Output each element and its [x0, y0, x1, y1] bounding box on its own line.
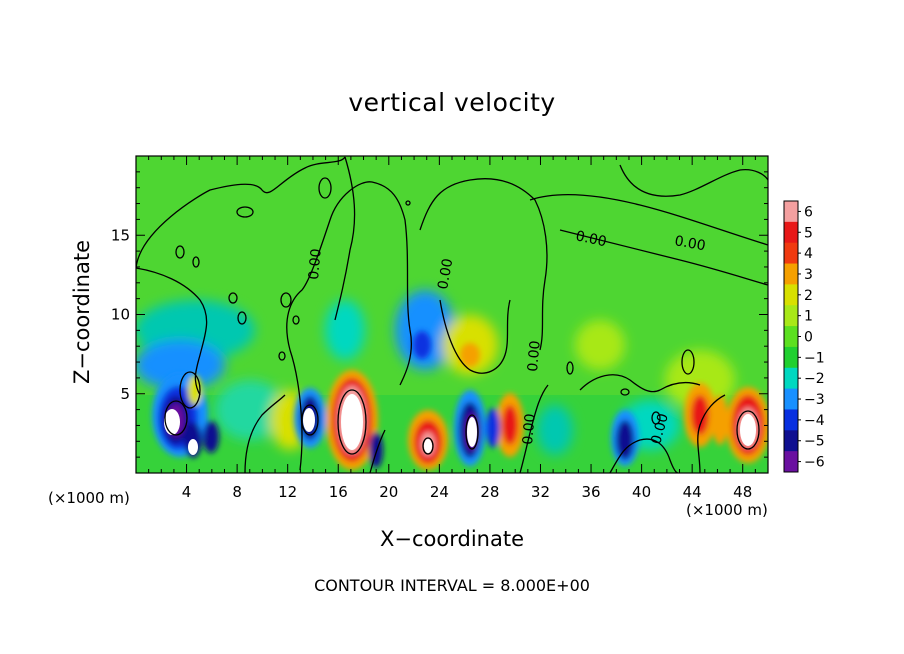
x-tick-label: 28 — [480, 483, 499, 501]
colorbar-label: −2 — [804, 371, 825, 387]
contour-lines — [136, 156, 768, 473]
x-tick-label: 8 — [232, 483, 242, 501]
colorbar-label: 4 — [804, 246, 813, 262]
colorbar-label: −5 — [804, 434, 825, 450]
contour-label: 0.00 — [574, 228, 608, 250]
x-tick-label: 4 — [182, 483, 192, 501]
x-axis-label: X−coordinate — [380, 527, 524, 551]
contour-label: 0.00 — [673, 233, 706, 254]
y-tick-label: 10 — [111, 306, 130, 324]
y-tick-label: 5 — [120, 385, 130, 403]
colorbar-swatch — [784, 326, 798, 348]
colorbar-label: 6 — [804, 204, 813, 220]
colorbar-label: 3 — [804, 267, 813, 283]
x-axis-ticks: 4 8 12 16 20 24 28 32 36 40 44 48 — [148, 156, 756, 501]
colorbar-swatch — [784, 305, 798, 327]
colorbar-label: 5 — [804, 225, 813, 241]
colorbar-swatch — [784, 263, 798, 285]
y-axis-label: Z−coordinate — [70, 240, 94, 384]
colorbar-swatch — [784, 430, 798, 452]
x-tick-label: 12 — [278, 483, 297, 501]
colorbar-swatch — [784, 409, 798, 431]
chart-title: vertical velocity — [348, 88, 556, 117]
x-tick-label: 16 — [329, 483, 348, 501]
colorbar-label: −3 — [804, 392, 825, 408]
x-tick-label: 32 — [531, 483, 550, 501]
heatmap-field: 0.00 0.00 0.00 0.00 0.00 0.00 0.00 — [136, 156, 768, 473]
colorbar-swatch — [784, 242, 798, 265]
colorbar-label: −1 — [804, 350, 825, 366]
colorbar-label: −6 — [804, 455, 825, 471]
colorbar-swatch — [784, 284, 798, 306]
colorbar-label: 0 — [804, 330, 813, 346]
colorbar-swatch — [784, 451, 798, 473]
colorbar-label: 1 — [804, 309, 813, 325]
x-tick-label: 48 — [733, 483, 752, 501]
colorbar-label: 2 — [804, 288, 813, 304]
contour-label: 0.00 — [520, 413, 539, 445]
contour-label-group: 0.00 0.00 0.00 0.00 0.00 0.00 0.00 — [306, 228, 707, 446]
contour-interval-note: CONTOUR INTERVAL = 8.000E+00 — [314, 576, 590, 595]
contour-label: 0.00 — [648, 412, 672, 446]
contour-label: 0.00 — [306, 248, 325, 280]
x-unit-label-left: (×1000 m) — [48, 489, 130, 507]
colorbar: 6 5 4 3 2 1 0 −1 −2 −3 −4 −5 −6 — [783, 200, 825, 473]
contour-label: 0.00 — [525, 340, 544, 372]
colorbar-label: −4 — [804, 413, 825, 429]
y-tick-label: 15 — [111, 226, 130, 244]
colorbar-swatch — [784, 367, 798, 390]
y-axis-ticks: 5 10 15 — [111, 171, 768, 458]
x-unit-label-right: (×1000 m) — [686, 501, 768, 519]
colorbar-swatch — [784, 346, 798, 369]
colorbar-swatch — [784, 201, 798, 223]
colorbar-swatch — [784, 221, 798, 244]
x-tick-label: 36 — [581, 483, 600, 501]
contour-label: 0.00 — [435, 257, 456, 290]
x-tick-label: 20 — [379, 483, 398, 501]
x-tick-label: 24 — [430, 483, 449, 501]
colorbar-swatch — [784, 388, 798, 410]
x-tick-label: 40 — [632, 483, 651, 501]
x-tick-label: 44 — [683, 483, 702, 501]
